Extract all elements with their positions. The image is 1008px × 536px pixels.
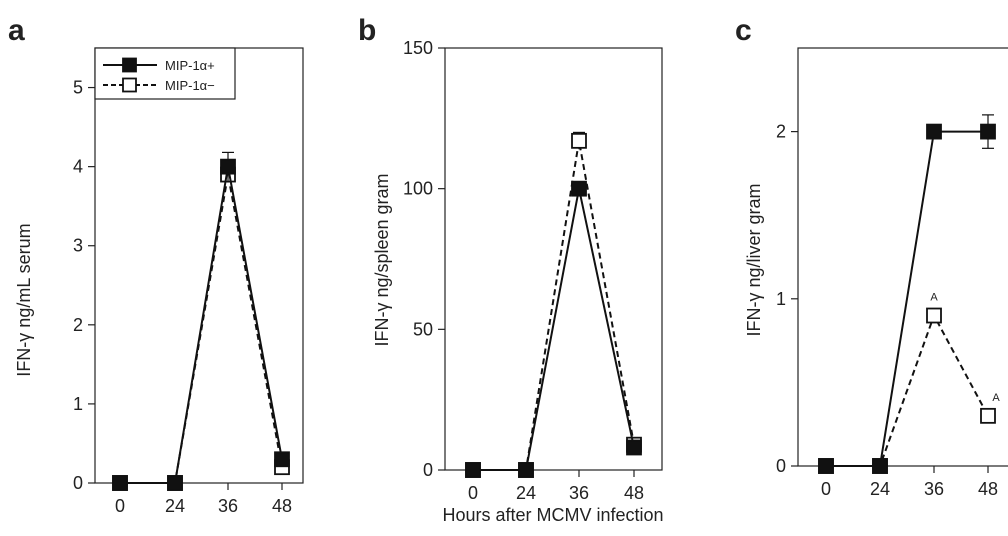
x-tick-label: 36 [569, 483, 589, 503]
y-tick-label: 0 [73, 473, 83, 493]
y-tick-label: 0 [423, 460, 433, 480]
x-tick-label: 48 [272, 496, 292, 516]
y-axis-label: IFN-γ ng/spleen gram [372, 173, 392, 346]
data-point-mip1a-plus [274, 451, 290, 468]
data-point-mip1a-plus [818, 458, 834, 474]
x-tick-label: 24 [516, 483, 536, 503]
data-point-mip1a-plus [167, 475, 183, 491]
y-axis-label: IFN-γ ng/liver gram [744, 183, 764, 336]
legend-marker [122, 57, 137, 73]
data-point-mip1a-minus [980, 407, 996, 424]
x-axis-label: Hours after MCMV infection [442, 505, 663, 525]
y-tick-label: 4 [73, 157, 83, 177]
chart-panel-b: b 0 50 100 150 0 24 36 48 IFN-γ ng/spleen gram [358, 14, 663, 503]
panel-letter: a [8, 14, 25, 47]
legend-box [94, 47, 236, 100]
legend: MIP-1α+ MIP-1α− [94, 47, 236, 100]
legend-label: MIP-1α− [165, 78, 215, 93]
y-tick-label: 50 [413, 319, 433, 339]
data-point-mip1a-plus [571, 180, 587, 197]
x-tick-label: 0 [821, 479, 831, 499]
legend-label: MIP-1α+ [165, 58, 215, 73]
y-tick-label: 1 [73, 394, 83, 414]
data-point-mip1a-plus [980, 123, 996, 140]
data-point-mip1a-plus [518, 462, 534, 478]
y-tick-label: 0 [776, 456, 786, 476]
data-point-mip1a-plus [465, 462, 481, 478]
series-line-mip1a-minus [826, 313, 989, 467]
data-point-mip1a-plus [626, 439, 642, 456]
y-tick-label: 1 [776, 289, 786, 309]
series-line-mip1a-plus [826, 130, 988, 467]
chart-panel-c: c 0 1 2 0 24 36 48 IFN-γ ng/liver gram A A [735, 14, 1008, 499]
x-tick-label: 0 [115, 496, 125, 516]
significance-annotation: A [930, 292, 938, 304]
y-tick-label: 150 [403, 38, 433, 58]
plot-frame [797, 47, 1008, 467]
data-point-mip1a-minus [926, 307, 942, 324]
y-tick-label: 3 [73, 236, 83, 256]
x-tick-label: 48 [624, 483, 644, 503]
data-point-mip1a-plus [872, 458, 888, 474]
data-point-mip1a-plus [220, 158, 236, 175]
x-tick-label: 48 [978, 479, 998, 499]
plot-frame [94, 47, 304, 484]
x-tick-label: 24 [870, 479, 890, 499]
panel-letter: b [358, 14, 376, 47]
data-point-mip1a-plus [926, 123, 942, 140]
panel-letter: c [735, 14, 752, 47]
y-tick-label: 2 [776, 122, 786, 142]
y-tick-label: 100 [403, 179, 433, 199]
plot-frame [444, 47, 663, 471]
y-axis-label: IFN-γ ng/mL serum [14, 223, 34, 376]
series-line-mip1a-plus [120, 166, 283, 484]
significance-annotation: A [992, 392, 1000, 404]
legend-marker [122, 77, 137, 93]
x-tick-label: 36 [218, 496, 238, 516]
x-tick-label: 36 [924, 479, 944, 499]
data-point-mip1a-plus [112, 475, 128, 491]
data-point-mip1a-minus [571, 132, 587, 149]
series-line-mip1a-minus [473, 140, 635, 471]
y-tick-label: 2 [73, 315, 83, 335]
y-tick-label: 5 [73, 78, 83, 98]
x-tick-label: 0 [468, 483, 478, 503]
series-line-mip1a-plus [473, 188, 635, 471]
x-tick-label: 24 [165, 496, 185, 516]
